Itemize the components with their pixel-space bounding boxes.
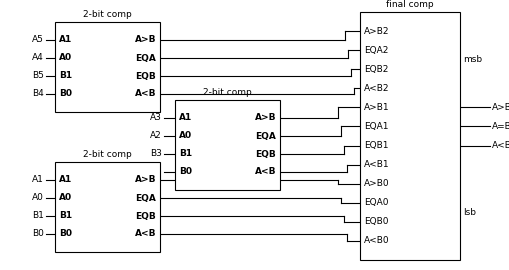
- Text: final comp: final comp: [385, 0, 433, 9]
- Text: EQA: EQA: [135, 53, 156, 62]
- Text: A=B: A=B: [491, 122, 509, 131]
- Text: A0: A0: [32, 194, 44, 202]
- Text: A1: A1: [59, 35, 72, 45]
- Text: A>B2: A>B2: [363, 26, 389, 36]
- Text: A>B: A>B: [491, 103, 509, 112]
- Text: A<B: A<B: [254, 167, 275, 177]
- Text: A0: A0: [59, 194, 72, 202]
- Bar: [359, 12, 459, 260]
- Bar: [55, 162, 160, 252]
- Text: EQB0: EQB0: [363, 217, 388, 226]
- Text: A<B: A<B: [134, 89, 156, 99]
- Text: B4: B4: [32, 89, 44, 99]
- Text: B0: B0: [59, 230, 72, 238]
- Text: A>B0: A>B0: [363, 179, 389, 188]
- Text: lsb: lsb: [462, 208, 475, 217]
- Text: A3: A3: [150, 113, 162, 123]
- Text: B2: B2: [150, 167, 162, 177]
- Text: EQB1: EQB1: [363, 141, 388, 150]
- Text: EQB2: EQB2: [363, 65, 388, 74]
- Bar: [55, 22, 160, 112]
- Text: A<B0: A<B0: [363, 237, 389, 245]
- Text: 2-bit comp: 2-bit comp: [83, 10, 132, 19]
- Text: B3: B3: [150, 150, 162, 158]
- Text: A0: A0: [179, 131, 192, 140]
- Text: A<B: A<B: [491, 141, 509, 150]
- Text: A0: A0: [59, 53, 72, 62]
- Text: B0: B0: [179, 167, 191, 177]
- Text: A<B2: A<B2: [363, 84, 389, 93]
- Text: 2-bit comp: 2-bit comp: [83, 150, 132, 159]
- Text: EQA1: EQA1: [363, 122, 388, 131]
- Text: A>B: A>B: [134, 176, 156, 184]
- Text: msb: msb: [462, 55, 481, 64]
- Text: A<B: A<B: [134, 230, 156, 238]
- Text: B1: B1: [59, 72, 72, 80]
- Text: EQB: EQB: [135, 211, 156, 221]
- Text: B1: B1: [32, 211, 44, 221]
- Text: A2: A2: [150, 131, 162, 140]
- Bar: [175, 100, 279, 190]
- Text: EQB: EQB: [254, 150, 275, 158]
- Text: B0: B0: [32, 230, 44, 238]
- Text: A>B: A>B: [134, 35, 156, 45]
- Text: A4: A4: [32, 53, 44, 62]
- Text: B1: B1: [59, 211, 72, 221]
- Text: A1: A1: [32, 176, 44, 184]
- Text: EQA2: EQA2: [363, 46, 388, 55]
- Text: A>B: A>B: [254, 113, 275, 123]
- Text: EQB: EQB: [135, 72, 156, 80]
- Text: A1: A1: [179, 113, 192, 123]
- Text: A5: A5: [32, 35, 44, 45]
- Text: EQA: EQA: [254, 131, 275, 140]
- Text: A1: A1: [59, 176, 72, 184]
- Text: EQA: EQA: [135, 194, 156, 202]
- Text: B0: B0: [59, 89, 72, 99]
- Text: EQA0: EQA0: [363, 198, 388, 207]
- Text: A<B1: A<B1: [363, 160, 389, 169]
- Text: B5: B5: [32, 72, 44, 80]
- Text: B1: B1: [179, 150, 192, 158]
- Text: A>B1: A>B1: [363, 103, 389, 112]
- Text: 2-bit comp: 2-bit comp: [203, 88, 251, 97]
